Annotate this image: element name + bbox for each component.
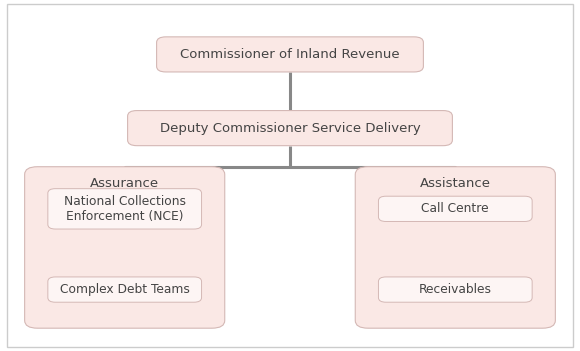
- Text: Call Centre: Call Centre: [422, 202, 489, 216]
- Text: National Collections
Enforcement (NCE): National Collections Enforcement (NCE): [64, 195, 186, 223]
- FancyBboxPatch shape: [379, 196, 532, 221]
- Text: Deputy Commissioner Service Delivery: Deputy Commissioner Service Delivery: [160, 121, 420, 135]
- FancyBboxPatch shape: [48, 189, 202, 229]
- FancyBboxPatch shape: [379, 277, 532, 302]
- FancyBboxPatch shape: [157, 37, 423, 72]
- Text: Complex Debt Teams: Complex Debt Teams: [60, 283, 190, 296]
- Text: Receivables: Receivables: [419, 283, 492, 296]
- Text: Assistance: Assistance: [420, 177, 491, 190]
- FancyBboxPatch shape: [25, 167, 224, 328]
- Text: Assurance: Assurance: [90, 177, 160, 190]
- Text: Commissioner of Inland Revenue: Commissioner of Inland Revenue: [180, 48, 400, 61]
- FancyBboxPatch shape: [48, 277, 202, 302]
- FancyBboxPatch shape: [355, 167, 556, 328]
- FancyBboxPatch shape: [128, 111, 452, 146]
